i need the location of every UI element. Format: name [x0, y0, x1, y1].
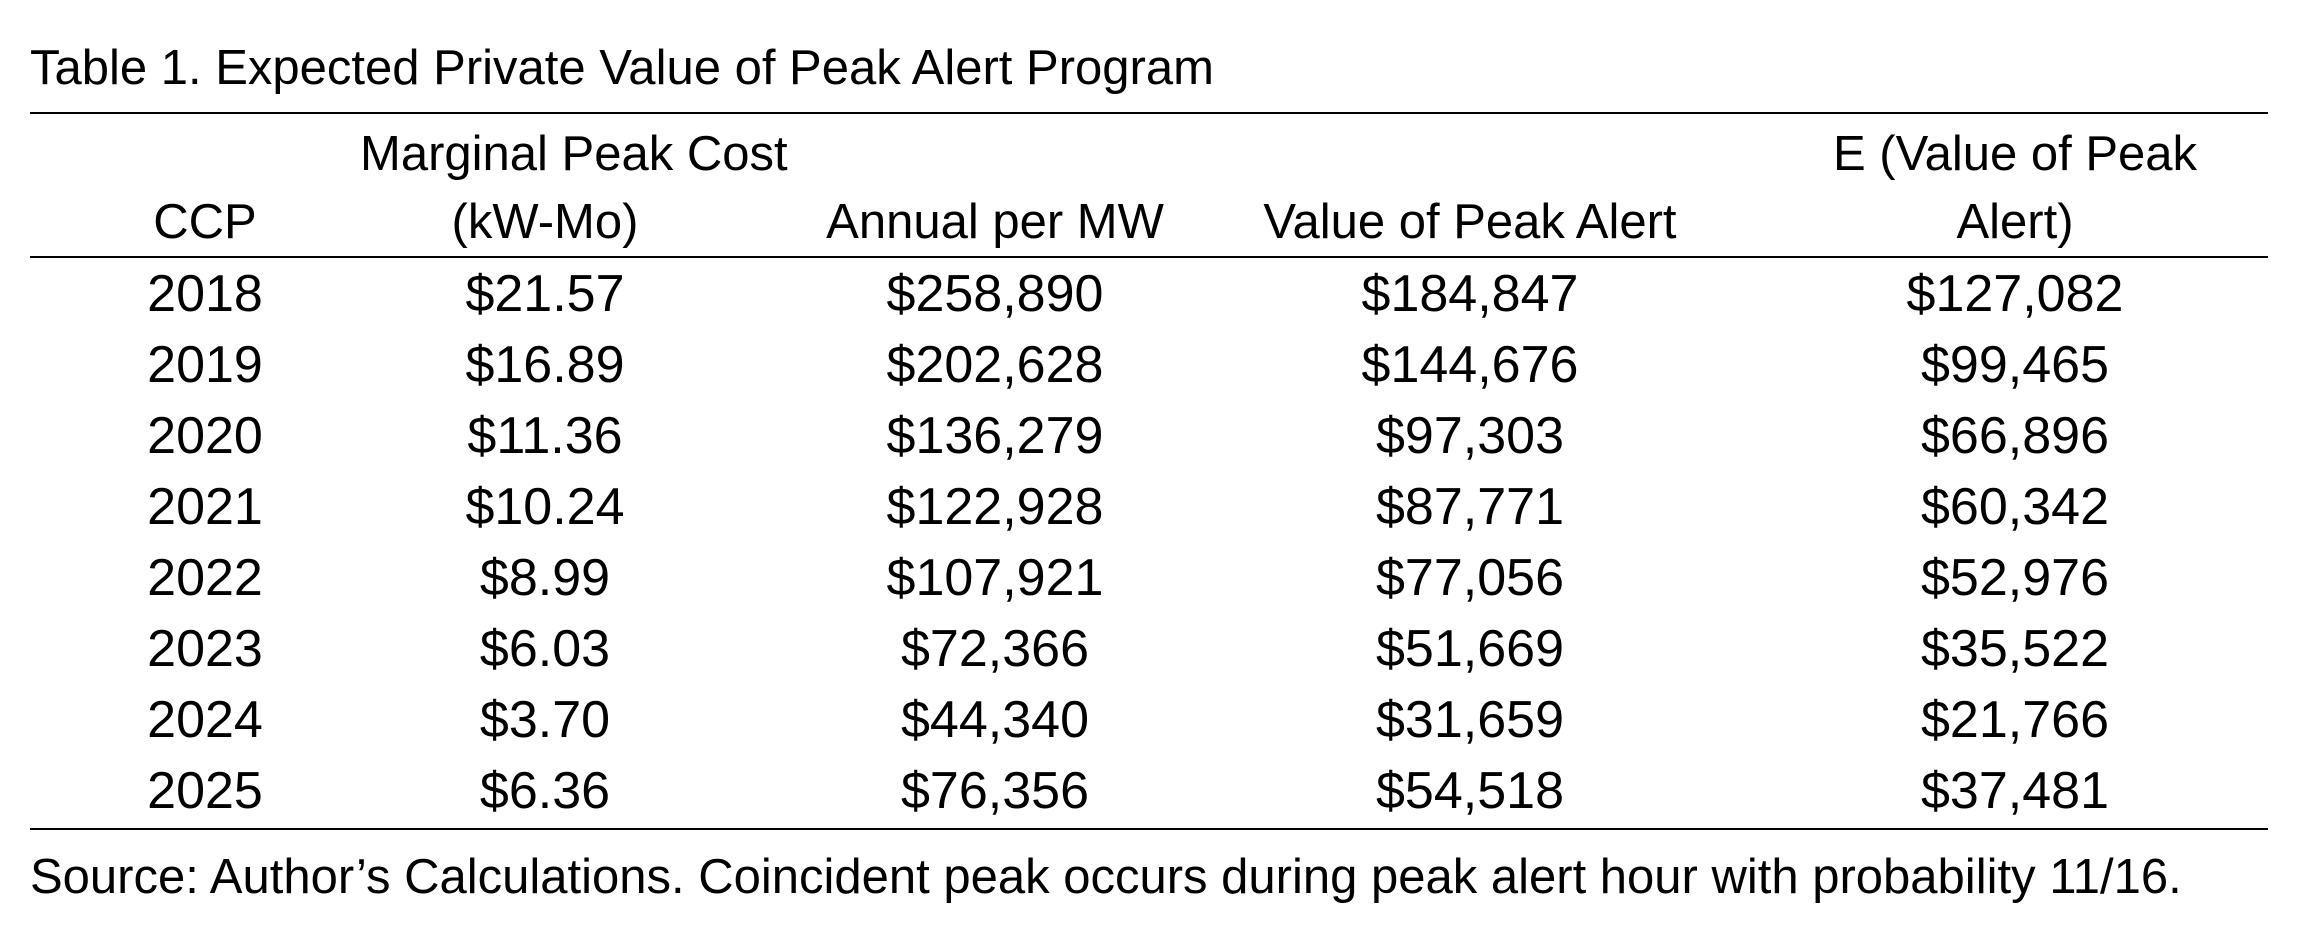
- cell-expected: $66,896: [1921, 407, 2109, 465]
- cell-expected: $99,465: [1921, 336, 2109, 394]
- cell-value: $54,518: [1376, 762, 1564, 820]
- header-marginal-line2: (kW-Mo): [451, 195, 639, 249]
- cell-value: $97,303: [1376, 407, 1564, 465]
- cell-expected: $52,976: [1921, 549, 2109, 607]
- cell-ccp: 2020: [147, 407, 263, 465]
- cell-ccp: 2022: [147, 549, 263, 607]
- cell-annual: $136,279: [886, 407, 1104, 465]
- cell-expected: $35,522: [1921, 620, 2109, 678]
- cell-marginal: $6.03: [479, 620, 611, 678]
- cell-marginal: $3.70: [479, 691, 611, 749]
- header-rule: [30, 256, 2268, 258]
- cell-value: $77,056: [1376, 549, 1564, 607]
- cell-value: $184,847: [1361, 265, 1579, 323]
- cell-value: $31,659: [1376, 691, 1564, 749]
- cell-ccp: 2025: [147, 762, 263, 820]
- cell-ccp: 2019: [147, 336, 263, 394]
- cell-expected: $127,082: [1906, 265, 2124, 323]
- cell-marginal: $21.57: [465, 265, 625, 323]
- cell-ccp: 2018: [147, 265, 263, 323]
- header-annual: Annual per MW: [826, 195, 1164, 249]
- cell-ccp: 2023: [147, 620, 263, 678]
- bottom-rule: [30, 828, 2268, 830]
- cell-marginal: $16.89: [465, 336, 625, 394]
- cell-ccp: 2021: [147, 478, 263, 536]
- cell-annual: $258,890: [886, 265, 1104, 323]
- cell-marginal: $8.99: [479, 549, 611, 607]
- header-expected-line2: Alert): [1956, 195, 2074, 249]
- cell-expected: $37,481: [1921, 762, 2109, 820]
- cell-annual: $76,356: [901, 762, 1089, 820]
- cell-marginal: $11.36: [467, 407, 623, 465]
- cell-value: $87,771: [1376, 478, 1564, 536]
- cell-marginal: $10.24: [465, 478, 625, 536]
- table-caption: Table 1. Expected Private Value of Peak …: [30, 41, 1214, 95]
- cell-marginal: $6.36: [479, 762, 611, 820]
- cell-expected: $21,766: [1921, 691, 2109, 749]
- cell-annual: $202,628: [886, 336, 1104, 394]
- source-note: Source: Author’s Calculations. Coinciden…: [30, 850, 2182, 904]
- top-rule: [30, 112, 2268, 114]
- header-marginal-line1: Marginal Peak Cost: [360, 127, 788, 181]
- header-expected-line1: E (Value of Peak: [1832, 127, 2198, 181]
- cell-value: $144,676: [1361, 336, 1579, 394]
- header-value: Value of Peak Alert: [1263, 195, 1677, 249]
- cell-expected: $60,342: [1921, 478, 2109, 536]
- cell-value: $51,669: [1376, 620, 1564, 678]
- cell-ccp: 2024: [147, 691, 263, 749]
- cell-annual: $72,366: [901, 620, 1089, 678]
- cell-annual: $44,340: [901, 691, 1089, 749]
- header-ccp: CCP: [153, 195, 257, 249]
- cell-annual: $107,921: [886, 549, 1104, 607]
- cell-annual: $122,928: [886, 478, 1104, 536]
